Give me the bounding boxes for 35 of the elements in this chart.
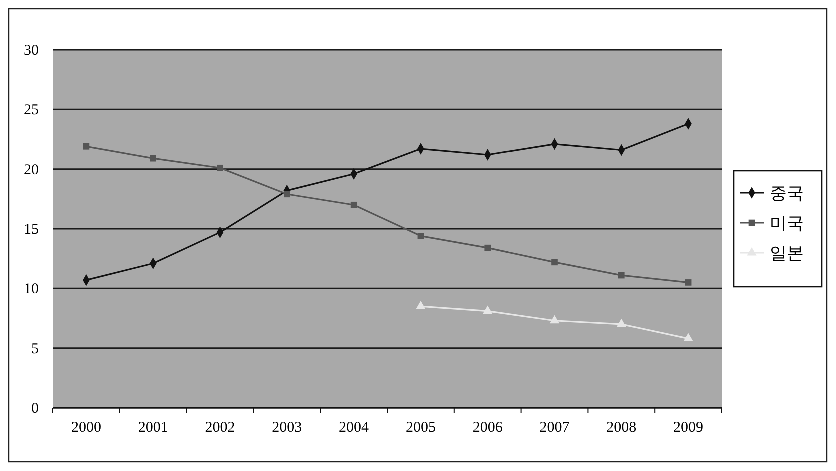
y-tick-label: 0 [32, 401, 39, 417]
x-tick-label: 2003 [272, 420, 302, 436]
x-tick-label: 2005 [406, 420, 436, 436]
point [685, 280, 692, 286]
point [416, 301, 426, 310]
legend-label: 일본 [770, 244, 804, 264]
point [217, 164, 224, 172]
point [284, 191, 290, 198]
point [484, 244, 492, 252]
x-tick-label: 2004 [339, 420, 370, 436]
x-tick-label: 2008 [606, 420, 637, 436]
point [150, 155, 157, 162]
y-tick-label: 25 [24, 102, 39, 119]
x-tick-label: 2002 [205, 420, 236, 436]
point [552, 259, 558, 266]
point [418, 233, 424, 240]
legend-label: 중국 [770, 184, 804, 204]
point [684, 333, 694, 342]
point [618, 272, 625, 279]
x-tick-label: 2009 [674, 420, 704, 436]
y-tick-label: 5 [32, 341, 39, 358]
x-tick-label: 2007 [540, 420, 570, 436]
point [550, 315, 560, 324]
y-tick-label: 15 [24, 222, 39, 238]
y-tick-label: 30 [24, 43, 39, 59]
point [350, 202, 358, 208]
point [616, 318, 626, 328]
legend-label: 미국 [770, 214, 804, 234]
point [83, 144, 90, 150]
x-tick-label: 2000 [71, 420, 102, 436]
y-tick-label: 10 [24, 282, 39, 298]
x-tick-label: 2006 [472, 420, 504, 436]
y-tick-label: 20 [24, 162, 39, 178]
x-tick-label: 2001 [138, 420, 168, 436]
point [483, 306, 493, 314]
